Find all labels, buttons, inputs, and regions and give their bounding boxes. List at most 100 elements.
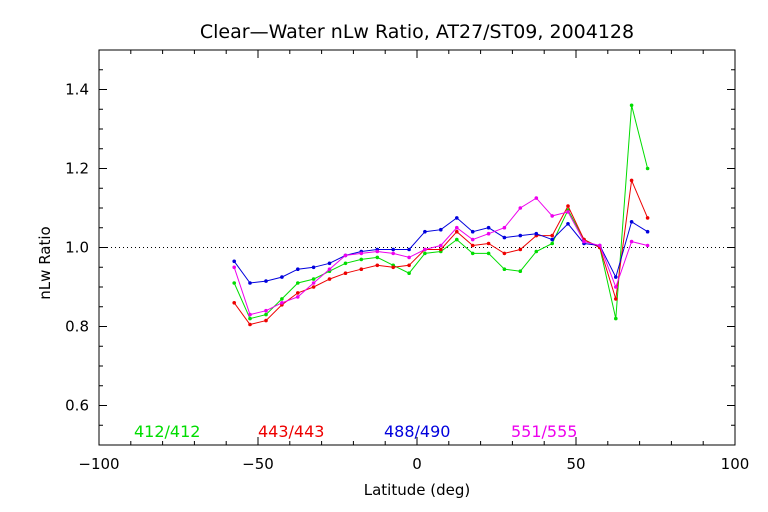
- data-point: [582, 239, 586, 244]
- data-point: [232, 301, 236, 305]
- data-point: [455, 237, 459, 242]
- data-point: [534, 231, 539, 236]
- x-tick-label: 100: [721, 455, 750, 473]
- data-point: [502, 235, 507, 240]
- data-point: [566, 222, 570, 226]
- legend: 412/412 443/443 488/490 551/555: [134, 422, 577, 441]
- data-point: [232, 265, 236, 270]
- data-point: [566, 204, 570, 208]
- data-point: [311, 285, 316, 289]
- series-line-412/412: [233, 105, 649, 320]
- data-point: [296, 295, 300, 299]
- y-tick-label: 0.6: [65, 397, 89, 415]
- data-point: [486, 225, 491, 230]
- data-point: [391, 247, 396, 252]
- y-tick-label: 1.4: [65, 81, 89, 99]
- data-point: [264, 308, 268, 313]
- data-point: [311, 281, 316, 285]
- data-point: [614, 285, 618, 289]
- data-point: [550, 214, 554, 218]
- legend-item: 412/412: [134, 422, 200, 441]
- x-tick-label: −100: [78, 455, 119, 473]
- data-point: [248, 316, 252, 321]
- data-point: [502, 251, 507, 256]
- data-point: [407, 247, 411, 252]
- axes: −100 −50 0 50 100 0.6 0.8 1.0 1.2 1.4: [65, 49, 750, 473]
- data-point: [455, 216, 459, 220]
- data-point: [280, 301, 284, 305]
- data-point: [550, 233, 554, 238]
- x-tick-label: 0: [412, 455, 422, 473]
- data-point: [518, 206, 523, 210]
- data-point: [470, 237, 475, 242]
- data-point: [407, 255, 411, 260]
- data-point: [423, 229, 427, 234]
- x-axis-label: Latitude (deg): [364, 481, 470, 499]
- y-tick-label: 1.0: [65, 239, 89, 257]
- data-point: [629, 220, 634, 224]
- data-point: [327, 261, 332, 266]
- data-point: [343, 271, 348, 276]
- data-point: [407, 271, 411, 276]
- series-group: [232, 103, 650, 327]
- data-point: [423, 247, 427, 252]
- data-point: [518, 233, 523, 238]
- data-point: [455, 225, 459, 230]
- data-point: [566, 210, 570, 214]
- data-point: [550, 241, 554, 246]
- data-point: [486, 251, 491, 256]
- data-point: [423, 251, 427, 256]
- data-point: [486, 241, 491, 246]
- data-point: [534, 196, 539, 200]
- data-point: [550, 237, 554, 242]
- data-point: [248, 322, 252, 327]
- data-point: [264, 279, 268, 283]
- data-point: [629, 178, 634, 183]
- data-point: [296, 291, 300, 295]
- data-point: [311, 277, 316, 281]
- data-point: [248, 312, 252, 317]
- data-point: [311, 265, 316, 270]
- y-tick-label: 0.8: [65, 318, 89, 336]
- data-point: [629, 239, 634, 244]
- data-point: [502, 267, 507, 272]
- data-point: [470, 251, 475, 256]
- data-point: [280, 275, 284, 279]
- data-point: [534, 249, 539, 254]
- data-point: [614, 275, 618, 279]
- data-point: [343, 253, 348, 258]
- data-point: [629, 103, 634, 108]
- data-point: [375, 255, 380, 260]
- data-point: [264, 318, 268, 323]
- legend-item: 443/443: [258, 422, 324, 441]
- data-point: [645, 216, 650, 220]
- data-point: [375, 263, 380, 268]
- x-tick-label: 50: [566, 455, 585, 473]
- data-point: [296, 281, 300, 285]
- data-point: [645, 229, 650, 234]
- data-point: [359, 257, 364, 262]
- data-point: [518, 269, 523, 274]
- data-point: [439, 227, 443, 232]
- data-point: [518, 247, 523, 252]
- data-point: [343, 261, 348, 266]
- data-point: [327, 267, 332, 272]
- legend-item: 551/555: [511, 422, 577, 441]
- data-point: [296, 267, 300, 272]
- data-point: [264, 312, 268, 317]
- data-point: [645, 166, 650, 171]
- data-point: [232, 281, 236, 285]
- data-point: [470, 229, 475, 234]
- data-point: [391, 265, 396, 270]
- data-point: [359, 251, 364, 256]
- data-point: [439, 247, 443, 252]
- data-point: [232, 259, 236, 264]
- data-point: [375, 249, 380, 254]
- data-point: [614, 316, 618, 321]
- data-point: [391, 251, 396, 256]
- data-point: [248, 281, 252, 285]
- data-point: [645, 243, 650, 248]
- data-point: [407, 263, 411, 268]
- chart-title: Clear—Water nLw Ratio, AT27/ST09, 200412…: [200, 21, 634, 43]
